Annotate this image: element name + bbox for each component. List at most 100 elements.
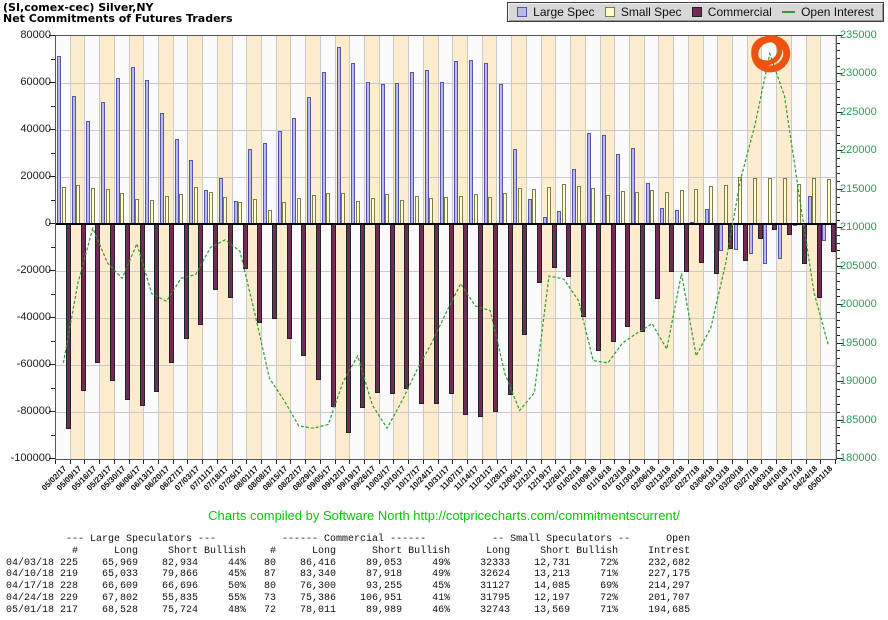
axis-tick	[790, 460, 792, 464]
axis-tick	[837, 442, 840, 444]
right-axis-tick-label: 180000	[840, 452, 877, 464]
axis-tick	[837, 196, 840, 198]
left-axis-tick-label: -60000	[16, 358, 51, 370]
axis-tick	[837, 234, 840, 236]
axis-tick	[216, 460, 218, 464]
week-band	[777, 36, 792, 459]
axis-tick	[437, 460, 439, 464]
axis-tick	[584, 460, 586, 464]
right-axis-tick-label: 215000	[840, 182, 877, 195]
axis-tick	[837, 319, 840, 321]
table-row: 04/03/18 225 65,969 82,934 44% 80 86,416…	[6, 557, 691, 569]
axis-tick	[837, 334, 840, 336]
axis-tick	[334, 460, 336, 464]
axis-tick	[481, 460, 483, 464]
axis-tick	[51, 152, 55, 154]
right-axis-tick-label: 235000	[840, 29, 877, 41]
axis-tick	[837, 265, 843, 267]
axis-tick	[837, 304, 843, 306]
gridline	[56, 177, 836, 178]
axis-tick	[673, 460, 675, 464]
axis-tick	[837, 281, 840, 283]
left-axis-tick-label: 20000	[20, 170, 51, 182]
axis-tick	[49, 129, 55, 130]
axis-tick	[393, 460, 395, 464]
commercial-swatch-icon	[691, 7, 702, 17]
open-interest-line-layer	[62, 35, 830, 430]
cot-data-table: --- Large Speculators --- ------ Commerc…	[6, 534, 690, 617]
axis-tick	[837, 427, 840, 429]
axis-tick	[408, 460, 410, 464]
axis-tick	[158, 460, 160, 464]
axis-tick	[837, 81, 840, 83]
axis-tick	[378, 460, 380, 464]
axis-tick	[837, 65, 840, 67]
gridline	[56, 365, 836, 366]
axis-tick	[837, 165, 840, 167]
axis-tick	[540, 460, 542, 464]
axis-tick	[837, 388, 840, 390]
legend-label: Open Interest	[801, 5, 874, 19]
axis-tick	[837, 142, 840, 144]
legend-item-commercial: Commercial	[691, 5, 772, 19]
axis-tick	[746, 460, 748, 464]
axis-tick	[246, 460, 248, 464]
axis-tick	[805, 460, 807, 464]
axis-tick	[837, 188, 843, 190]
axis-tick	[837, 211, 840, 213]
axis-tick	[837, 58, 840, 60]
axis-tick	[51, 387, 55, 389]
plot-area	[55, 35, 837, 460]
axis-tick	[187, 460, 189, 464]
axis-tick	[837, 73, 843, 75]
right-axis-tick-label: 185000	[840, 413, 877, 426]
right-axis-tick-label: 230000	[840, 67, 877, 80]
axis-tick	[837, 296, 840, 298]
axis-tick	[837, 458, 843, 459]
axis-tick	[837, 219, 840, 221]
axis-tick	[511, 460, 513, 464]
axis-tick	[261, 460, 263, 464]
table-row: 04/10/18 219 65,033 79,866 45% 87 83,340…	[6, 569, 691, 581]
axis-tick	[643, 460, 645, 464]
axis-tick	[49, 270, 55, 271]
axis-tick	[51, 58, 55, 60]
axis-tick	[837, 111, 843, 113]
axis-tick	[837, 396, 840, 398]
axis-tick	[49, 35, 55, 36]
open-interest-line	[62, 51, 830, 430]
axis-tick	[837, 104, 840, 106]
axis-tick	[51, 105, 55, 107]
axis-tick	[837, 258, 840, 260]
axis-tick	[305, 460, 307, 464]
gridline	[56, 271, 836, 272]
table-row: 04/24/18 229 67,802 55,835 55% 73 75,386…	[6, 592, 691, 604]
axis-tick	[837, 88, 840, 90]
axis-tick	[820, 460, 822, 464]
axis-tick	[837, 411, 840, 413]
axis-tick	[570, 460, 572, 464]
axis-tick	[555, 460, 557, 464]
axis-tick	[837, 173, 840, 175]
right-axis-tick-label: 195000	[840, 336, 877, 349]
table-group-header: --- Large Speculators --- ------ Commerc…	[6, 534, 691, 545]
left-axis-tick-label: 60000	[20, 76, 51, 88]
left-axis-tick-label: -40000	[16, 311, 51, 323]
axis-tick	[614, 460, 616, 464]
gridline	[56, 83, 836, 84]
axis-tick	[628, 460, 630, 464]
axis-tick	[837, 273, 840, 275]
axis-tick	[49, 411, 55, 412]
axis-tick	[49, 317, 55, 318]
axis-tick	[837, 119, 840, 121]
axis-tick	[837, 450, 840, 452]
week-band	[747, 36, 763, 459]
axis-tick	[49, 82, 55, 83]
axis-tick	[837, 365, 840, 367]
axis-tick	[231, 460, 233, 464]
right-axis-tick-label: 205000	[840, 259, 877, 272]
right-axis-tick-label: 190000	[840, 375, 877, 388]
right-axis-tick-label: 225000	[840, 105, 877, 118]
axis-tick	[837, 35, 843, 36]
gridline	[56, 412, 836, 413]
